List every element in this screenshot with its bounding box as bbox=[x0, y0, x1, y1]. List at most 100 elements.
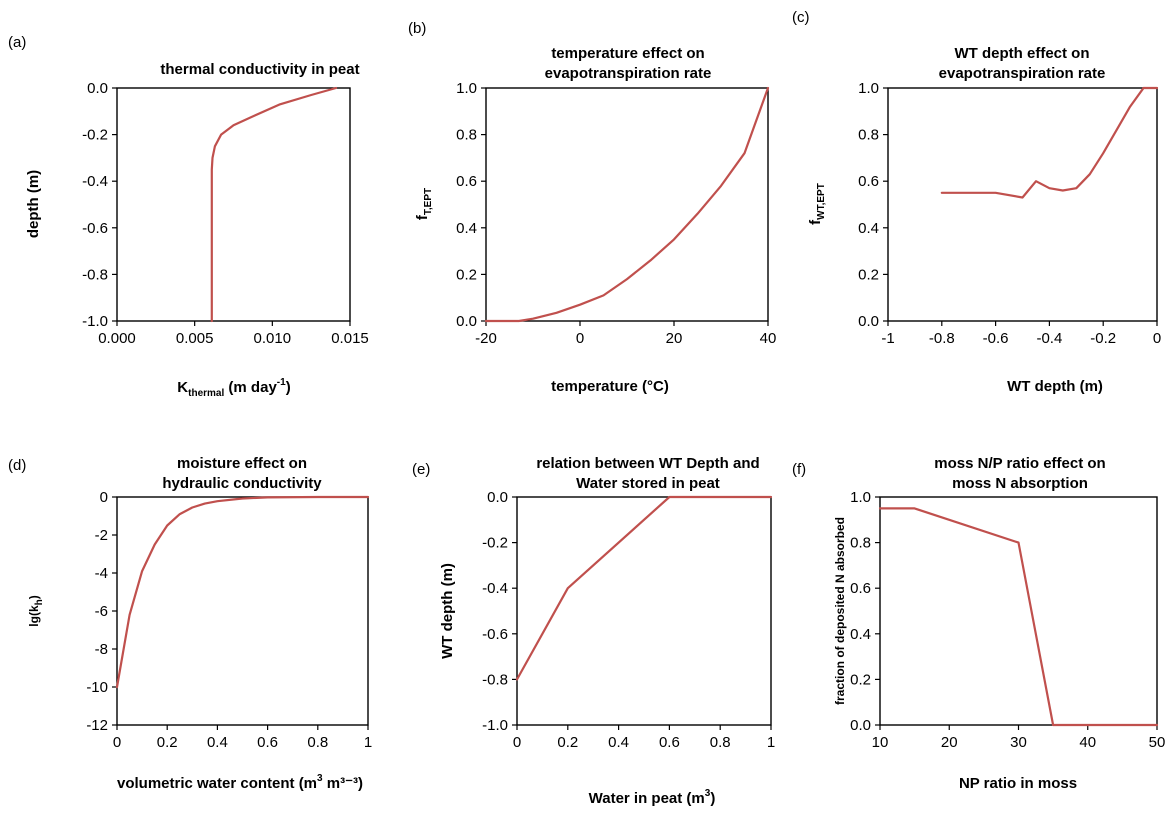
series-line-d-0 bbox=[115, 495, 370, 689]
chart-title-d: moisture effect on hydraulic conductivity bbox=[162, 455, 322, 492]
x-axis-label-c: WT depth (m) bbox=[1007, 378, 1103, 395]
y-tick-label-f: 0.4 bbox=[850, 626, 871, 643]
series-line-b-0 bbox=[484, 86, 770, 323]
plot-frame-d bbox=[116, 496, 369, 726]
x-axis-label-f: NP ratio in moss bbox=[959, 775, 1077, 792]
y-tick-label-e: -1.0 bbox=[482, 717, 508, 734]
chart-panel-d: (d) moisture effect on hydraulic conductiv… bbox=[8, 455, 372, 792]
panel-label-a: (a) bbox=[8, 34, 26, 51]
y-axis-label-d: lg(kh) bbox=[27, 595, 45, 626]
x-tick-label-e: 0.2 bbox=[557, 734, 578, 751]
y-tick-label-d: -6 bbox=[95, 603, 108, 620]
y-tick-label-b: 0.6 bbox=[456, 173, 477, 190]
y-tick-label-e: -0.4 bbox=[482, 580, 508, 597]
y-tick-label-f: 0.8 bbox=[850, 535, 871, 552]
plot-frame-a bbox=[116, 87, 351, 322]
chart-title-c: WT depth effect on evapotranspiration rat… bbox=[939, 45, 1106, 82]
y-axis-label-b: fT,EPT bbox=[414, 188, 434, 220]
x-tick-label-c: -0.4 bbox=[1036, 330, 1062, 347]
y-tick-label-a: -1.0 bbox=[82, 313, 108, 330]
plot-frame-b bbox=[485, 87, 769, 322]
series-line-e-0 bbox=[515, 495, 773, 681]
x-tick-label-c: -0.6 bbox=[983, 330, 1009, 347]
y-axis-label-e: WT depth (m) bbox=[439, 563, 456, 659]
y-tick-label-d: -2 bbox=[95, 527, 108, 544]
x-tick-label-a: 0.005 bbox=[176, 330, 214, 347]
y-tick-label-d: -10 bbox=[86, 679, 108, 696]
y-tick-label-c: 0.2 bbox=[858, 266, 879, 283]
y-tick-label-a: -0.8 bbox=[82, 266, 108, 283]
y-tick-label-c: 0.8 bbox=[858, 127, 879, 144]
x-tick-label-b: 20 bbox=[666, 330, 683, 347]
y-tick-label-d: -12 bbox=[86, 717, 108, 734]
y-tick-label-a: -0.2 bbox=[82, 127, 108, 144]
x-tick-label-a: 0.010 bbox=[254, 330, 292, 347]
y-tick-label-c: 0.0 bbox=[858, 313, 879, 330]
x-tick-label-c: -0.2 bbox=[1090, 330, 1116, 347]
x-tick-label-d: 0.8 bbox=[307, 734, 328, 751]
y-tick-label-b: 0.4 bbox=[456, 220, 477, 237]
x-tick-label-f: 10 bbox=[872, 734, 889, 751]
panel-label-c: (c) bbox=[792, 9, 810, 26]
y-tick-label-b: 1.0 bbox=[456, 80, 477, 97]
y-tick-label-c: 1.0 bbox=[858, 80, 879, 97]
x-tick-label-c: 0 bbox=[1153, 330, 1161, 347]
x-tick-label-d: 0 bbox=[113, 734, 121, 751]
y-tick-label-a: -0.4 bbox=[82, 173, 108, 190]
y-tick-label-e: -0.2 bbox=[482, 535, 508, 552]
y-tick-label-b: 0.8 bbox=[456, 127, 477, 144]
x-axis-label-b: temperature (°C) bbox=[551, 378, 669, 395]
series-line-c-0 bbox=[940, 86, 1159, 199]
y-tick-label-f: 0.2 bbox=[850, 671, 871, 688]
chart-panel-c: (c) WT depth effect on evapotranspiration … bbox=[792, 9, 1161, 395]
panel-label-d: (d) bbox=[8, 457, 26, 474]
panel-label-f: (f) bbox=[792, 461, 806, 478]
x-tick-label-b: -20 bbox=[475, 330, 497, 347]
x-tick-label-a: 0.000 bbox=[98, 330, 136, 347]
plot-frame-e bbox=[516, 496, 772, 726]
x-tick-label-b: 40 bbox=[760, 330, 777, 347]
x-tick-label-c: -0.8 bbox=[929, 330, 955, 347]
x-tick-label-a: 0.015 bbox=[331, 330, 369, 347]
x-tick-label-f: 40 bbox=[1079, 734, 1096, 751]
x-tick-label-e: 0.8 bbox=[710, 734, 731, 751]
x-axis-label-e: Water in peat (m3) bbox=[589, 788, 716, 807]
y-tick-label-c: 0.4 bbox=[858, 220, 879, 237]
y-tick-label-f: 0.0 bbox=[850, 717, 871, 734]
y-tick-label-f: 1.0 bbox=[850, 489, 871, 506]
y-axis-label-c: fWT,EPT bbox=[807, 183, 827, 225]
x-tick-label-f: 30 bbox=[1010, 734, 1027, 751]
x-tick-label-d: 0.2 bbox=[157, 734, 178, 751]
plot-frame-c bbox=[887, 87, 1158, 322]
x-tick-label-e: 0.6 bbox=[659, 734, 680, 751]
y-tick-label-a: -0.6 bbox=[82, 220, 108, 237]
y-tick-label-d: -4 bbox=[95, 565, 108, 582]
series-line-a-0 bbox=[210, 86, 338, 323]
y-tick-label-e: -0.8 bbox=[482, 671, 508, 688]
y-tick-label-c: 0.6 bbox=[858, 173, 879, 190]
panel-label-b: (b) bbox=[408, 20, 426, 37]
x-axis-label-d: volumetric water content (m3 m³⁻³) bbox=[117, 773, 363, 792]
x-tick-label-d: 1 bbox=[364, 734, 372, 751]
y-tick-label-b: 0.0 bbox=[456, 313, 477, 330]
x-tick-label-e: 1 bbox=[767, 734, 775, 751]
x-tick-label-c: -1 bbox=[881, 330, 894, 347]
y-tick-label-e: -0.6 bbox=[482, 626, 508, 643]
panel-label-e: (e) bbox=[412, 461, 430, 478]
chart-panel-b: (b) temperature effect on evapotranspirati… bbox=[408, 20, 776, 395]
chart-title-f: moss N/P ratio effect on moss N absorptio… bbox=[934, 455, 1105, 492]
plot-frame-f bbox=[879, 496, 1158, 726]
chart-title-a: thermal conductivity in peat bbox=[160, 61, 359, 78]
x-tick-label-d: 0.4 bbox=[207, 734, 228, 751]
chart-panel-e: (e) relation between WT Depth and Water st… bbox=[412, 455, 775, 807]
x-tick-label-e: 0.4 bbox=[608, 734, 629, 751]
series-line-f-0 bbox=[878, 507, 1159, 727]
chart-panel-f: (f) moss N/P ratio effect on moss N absorp… bbox=[792, 455, 1165, 792]
x-axis-label-a: Kthermal (m day-1) bbox=[177, 377, 290, 399]
chart-title-b: temperature effect on evapotranspiration … bbox=[545, 45, 712, 82]
x-tick-label-e: 0 bbox=[513, 734, 521, 751]
x-tick-label-b: 0 bbox=[576, 330, 584, 347]
y-tick-label-a: 0.0 bbox=[87, 80, 108, 97]
y-tick-label-f: 0.6 bbox=[850, 580, 871, 597]
